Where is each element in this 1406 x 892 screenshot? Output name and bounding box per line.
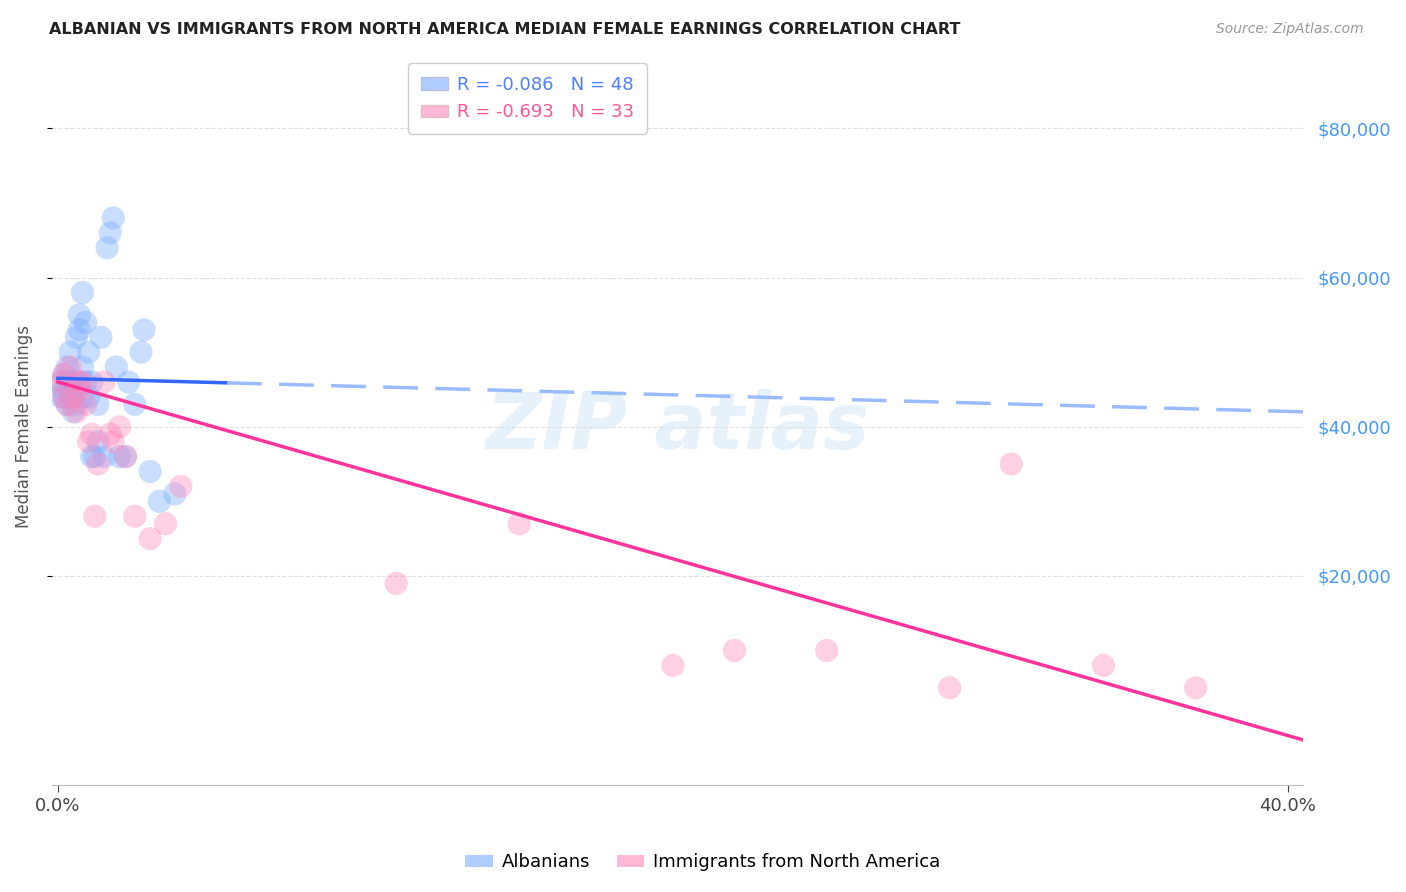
Point	[59, 375, 82, 389]
Point	[723, 643, 745, 657]
Point	[49, 390, 72, 404]
Point	[124, 397, 146, 411]
Point	[56, 375, 79, 389]
Point	[62, 375, 84, 389]
Point	[67, 383, 90, 397]
Point	[90, 330, 112, 344]
Point	[108, 450, 131, 464]
Point	[83, 450, 105, 464]
Point	[129, 345, 152, 359]
Point	[148, 494, 170, 508]
Point	[103, 434, 125, 449]
Point	[83, 509, 105, 524]
Point	[65, 397, 87, 411]
Point	[114, 450, 136, 464]
Point	[62, 405, 84, 419]
Text: ALBANIAN VS IMMIGRANTS FROM NORTH AMERICA MEDIAN FEMALE EARNINGS CORRELATION CHA: ALBANIAN VS IMMIGRANTS FROM NORTH AMERIC…	[49, 22, 960, 37]
Point	[1184, 681, 1206, 695]
Point	[1000, 457, 1022, 471]
Point	[53, 368, 76, 382]
Point	[80, 450, 103, 464]
Point	[93, 450, 115, 464]
Point	[815, 643, 838, 657]
Point	[65, 375, 87, 389]
Point	[72, 390, 94, 404]
Point	[56, 397, 79, 411]
Point	[49, 375, 72, 389]
Point	[662, 658, 685, 673]
Point	[96, 241, 118, 255]
Point	[108, 419, 131, 434]
Point	[53, 383, 76, 397]
Point	[72, 375, 94, 389]
Point	[62, 390, 84, 404]
Point	[98, 427, 121, 442]
Y-axis label: Median Female Earnings: Median Female Earnings	[15, 326, 32, 528]
Point	[75, 315, 97, 329]
Point	[139, 532, 162, 546]
Point	[62, 383, 84, 397]
Point	[67, 323, 90, 337]
Point	[59, 360, 82, 375]
Point	[117, 375, 139, 389]
Point	[80, 375, 103, 389]
Point	[87, 434, 110, 449]
Point	[132, 323, 155, 337]
Point	[508, 516, 530, 531]
Point	[938, 681, 960, 695]
Point	[72, 360, 94, 375]
Point	[53, 390, 76, 404]
Text: ZIP atlas: ZIP atlas	[485, 389, 870, 465]
Point	[98, 226, 121, 240]
Point	[87, 397, 110, 411]
Point	[67, 375, 90, 389]
Point	[124, 509, 146, 524]
Point	[105, 360, 128, 375]
Point	[53, 390, 76, 404]
Point	[103, 211, 125, 225]
Point	[75, 375, 97, 389]
Point	[72, 285, 94, 300]
Point	[163, 487, 186, 501]
Point	[139, 465, 162, 479]
Point	[53, 368, 76, 382]
Point	[59, 345, 82, 359]
Point	[65, 405, 87, 419]
Text: Source: ZipAtlas.com: Source: ZipAtlas.com	[1216, 22, 1364, 37]
Point	[59, 390, 82, 404]
Point	[385, 576, 408, 591]
Legend: Albanians, Immigrants from North America: Albanians, Immigrants from North America	[458, 847, 948, 879]
Point	[1092, 658, 1115, 673]
Point	[65, 330, 87, 344]
Point	[67, 375, 90, 389]
Point	[80, 427, 103, 442]
Point	[155, 516, 177, 531]
Point	[62, 390, 84, 404]
Point	[77, 390, 100, 404]
Point	[77, 345, 100, 359]
Point	[87, 457, 110, 471]
Point	[93, 375, 115, 389]
Point	[56, 397, 79, 411]
Point	[75, 397, 97, 411]
Point	[114, 450, 136, 464]
Point	[49, 375, 72, 389]
Point	[67, 308, 90, 322]
Point	[77, 434, 100, 449]
Point	[170, 479, 193, 493]
Point	[56, 360, 79, 375]
Legend: R = -0.086   N = 48, R = -0.693   N = 33: R = -0.086 N = 48, R = -0.693 N = 33	[408, 63, 647, 134]
